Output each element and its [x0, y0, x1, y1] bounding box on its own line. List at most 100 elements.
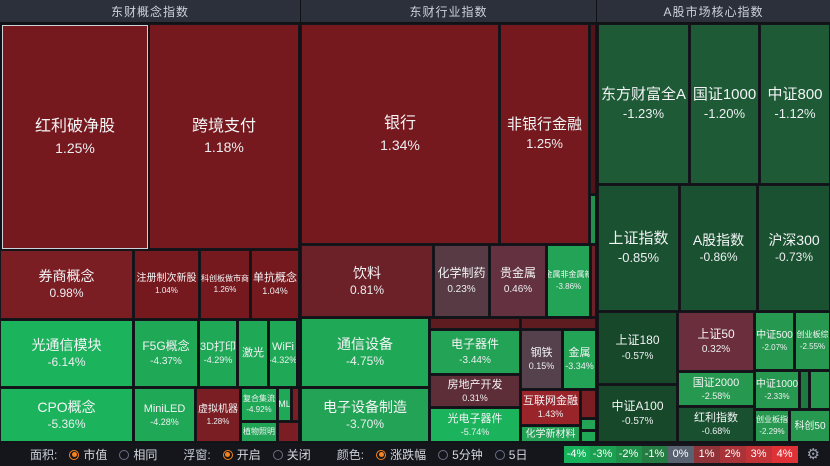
- tile-label: 贵金属: [499, 266, 536, 281]
- treemap-tile[interactable]: 互联网金融 1.43%: [521, 390, 580, 425]
- treemap-tile[interactable]: 跨境支付 1.18%: [149, 24, 299, 249]
- treemap-tile[interactable]: [810, 371, 830, 409]
- treemap-tile[interactable]: 中证800 -1.12%: [760, 24, 830, 184]
- tile-change-pct: -1.20%: [703, 105, 746, 121]
- treemap-tile[interactable]: [292, 388, 299, 421]
- treemap-tile[interactable]: 上证50 0.32%: [678, 312, 754, 371]
- treemap-tile[interactable]: MiniLED -4.28%: [134, 388, 195, 442]
- panel-header-label: A股市场核心指数: [663, 4, 764, 19]
- treemap-tile[interactable]: 银行 1.34%: [301, 24, 499, 244]
- treemap-tile[interactable]: [278, 422, 299, 442]
- treemap-tile[interactable]: 中证500 -2.07%: [755, 312, 794, 370]
- tile-change-pct: -2.58%: [701, 390, 731, 401]
- treemap-tile[interactable]: [430, 318, 520, 329]
- treemap-tile[interactable]: 单抗概念 1.04%: [251, 250, 299, 319]
- treemap-tile[interactable]: A股指数 -0.86%: [680, 185, 757, 311]
- tile-change-pct: -5.74%: [460, 426, 490, 437]
- tile-label: 中证A100: [611, 398, 664, 413]
- treemap-tile[interactable]: 沪深300 -0.73%: [758, 185, 830, 311]
- treemap-tile[interactable]: 光通信模块 -6.14%: [0, 320, 133, 387]
- treemap-tile[interactable]: [591, 245, 596, 317]
- treemap-tile[interactable]: 非银行金融 1.25%: [500, 24, 589, 244]
- treemap-tile[interactable]: CPO概念 -5.36%: [0, 388, 133, 442]
- treemap-tile[interactable]: [581, 431, 596, 442]
- treemap-tile[interactable]: F5G概念 -4.37%: [134, 320, 198, 387]
- treemap-tile[interactable]: 红利指数 -0.68%: [678, 407, 754, 442]
- tile-change-pct: 0.15%: [528, 361, 555, 372]
- radio-area-equal[interactable]: 相同: [119, 446, 157, 463]
- treemap-tile[interactable]: [581, 419, 596, 430]
- treemap-tile[interactable]: [298, 320, 300, 387]
- panel-header-label: 东财概念指数: [110, 4, 189, 19]
- radio-area-market-cap[interactable]: 市值: [69, 446, 107, 463]
- radio-color-5min[interactable]: 5分钟: [438, 446, 483, 463]
- tile-change-pct: -0.57%: [621, 350, 654, 362]
- treemap-tile[interactable]: WiFi -4.32%: [269, 320, 297, 387]
- tile-label: 虚拟机器: [198, 403, 238, 415]
- radio-label: 5日: [508, 448, 528, 462]
- treemap-tile[interactable]: 复合集流 -4.92%: [241, 388, 277, 421]
- tile-label: 化学新材料: [525, 428, 576, 440]
- treemap-tile[interactable]: 国证1000 -1.20%: [690, 24, 759, 184]
- treemap-tile[interactable]: 房地产开发 0.31%: [430, 375, 520, 407]
- treemap-tile[interactable]: 中证A100 -0.57%: [598, 385, 677, 442]
- tile-change-pct: -0.73%: [774, 249, 814, 264]
- treemap-tile[interactable]: 科创50: [790, 410, 830, 442]
- treemap-tile[interactable]: 3D打印 -4.29%: [199, 320, 237, 387]
- tile-label: 创业板指: [756, 415, 788, 425]
- tile-change-pct: -3.44%: [459, 354, 491, 366]
- treemap-tile[interactable]: 电子器件 -3.44%: [430, 330, 520, 374]
- tile-label: 电子设备制造: [323, 398, 407, 415]
- tile-change-pct: -0.85%: [617, 249, 660, 265]
- treemap-tile[interactable]: [590, 24, 596, 194]
- treemap-tile[interactable]: 科创板做市商 1.26%: [200, 250, 250, 319]
- treemap-tile[interactable]: 东方财富全A -1.23%: [598, 24, 689, 184]
- radio-color-5day[interactable]: 5日: [494, 446, 528, 463]
- scale-segment: -4%: [563, 446, 590, 463]
- treemap-tile[interactable]: 光电子器件 -5.74%: [430, 408, 520, 442]
- treemap-tile[interactable]: 金属 -3.34%: [563, 330, 596, 389]
- tile-label: 植物照明: [243, 426, 275, 436]
- tile-label: 化学制药: [437, 266, 486, 281]
- treemap-tile[interactable]: [590, 195, 596, 244]
- treemap-tile[interactable]: 创业板综 -2.55%: [795, 312, 830, 370]
- treemap-tile[interactable]: 注册制次新股 1.04%: [134, 250, 199, 319]
- radio-float-window-off[interactable]: 关闭: [272, 446, 311, 463]
- tile-change-pct: -0.68%: [701, 426, 731, 437]
- treemap-tile[interactable]: 贵金属 0.46%: [490, 245, 546, 317]
- treemap-tile[interactable]: 通信设备 -4.75%: [301, 318, 429, 387]
- tile-change-pct: -3.34%: [565, 361, 594, 372]
- treemap-tile[interactable]: 创业板指 -2.29%: [755, 410, 789, 442]
- tile-label: 沪深300: [768, 231, 820, 248]
- treemap-tile[interactable]: 国证2000 -2.58%: [678, 372, 754, 406]
- treemap-tile[interactable]: 券商概念 0.98%: [0, 250, 133, 319]
- treemap-tile[interactable]: 虚拟机器 1.28%: [196, 388, 240, 442]
- radio-float-window-on[interactable]: 开启: [222, 446, 261, 463]
- tile-change-pct: -4.37%: [150, 356, 182, 368]
- treemap-tile[interactable]: 钢铁 0.15%: [521, 330, 562, 389]
- settings-gear-icon[interactable]: ⚙: [806, 446, 820, 463]
- treemap-tile[interactable]: 化学制药 0.23%: [434, 245, 489, 317]
- treemap-tile[interactable]: 中证1000 -2.33%: [755, 371, 799, 409]
- treemap-tile[interactable]: 激光: [238, 320, 268, 387]
- treemap-tile[interactable]: 上证指数 -0.85%: [598, 185, 679, 311]
- panel-header-industry-indices: 东财行业指数: [301, 0, 596, 22]
- treemap-tile[interactable]: 上证180 -0.57%: [598, 312, 677, 384]
- treemap-tile[interactable]: 饮料 0.81%: [301, 245, 433, 317]
- radio-color-change-pct[interactable]: 涨跌幅: [376, 446, 426, 463]
- treemap-tile[interactable]: ML: [278, 388, 291, 421]
- treemap-tile[interactable]: 化学新材料: [521, 426, 580, 442]
- treemap-tile[interactable]: 红利破净股 1.25%: [2, 25, 148, 249]
- treemap-tile[interactable]: [521, 318, 596, 329]
- treemap-tile[interactable]: 金属非金属新-3.86%: [547, 245, 590, 317]
- tile-label: 东方财富全A: [600, 86, 686, 104]
- treemap-tile[interactable]: [800, 371, 809, 409]
- tile-label: 红利破净股: [34, 118, 115, 135]
- tile-label: 上证50: [697, 326, 735, 341]
- treemap-tile[interactable]: 植物照明: [241, 422, 277, 442]
- tile-change-pct: 1.04%: [262, 286, 288, 297]
- tile-change-pct: -2.07%: [761, 342, 788, 352]
- treemap-tile[interactable]: [581, 390, 596, 418]
- treemap-tile[interactable]: 电子设备制造 -3.70%: [301, 388, 429, 442]
- tile-label: 非银行金融: [506, 116, 582, 134]
